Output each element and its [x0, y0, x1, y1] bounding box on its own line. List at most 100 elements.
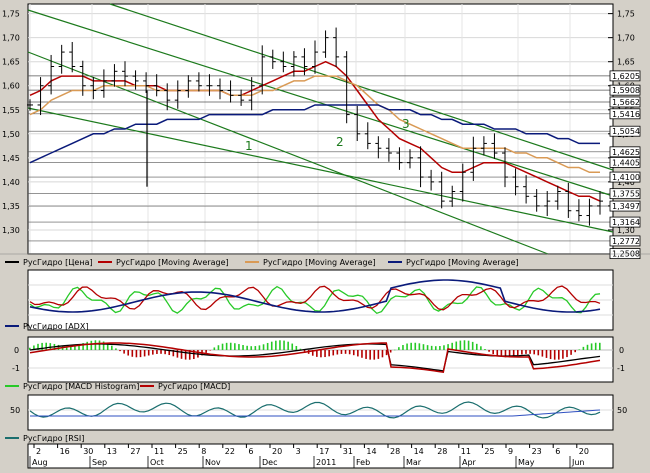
wave-label-1: 1 [245, 139, 253, 153]
macd-histogram-bar [156, 350, 158, 354]
level-tag-box [609, 96, 641, 108]
price-y-tick-label-left: 1,45 [2, 154, 20, 163]
legend-label: РусГидро [MACD Histogram] [23, 382, 139, 391]
price-y-tick-label: 1,30 [617, 226, 635, 235]
price-y-tick-label-left: 1,60 [2, 82, 20, 91]
trend-channel-line [27, 9, 614, 197]
macd-histogram-bar [365, 350, 367, 359]
macd-histogram-bar [78, 344, 80, 350]
adx-panel: РусГидро [ADX] [5, 269, 614, 331]
x-month-label: Mar [406, 458, 422, 467]
level-tag-box [609, 125, 641, 137]
x-day-label: 13 [107, 447, 117, 456]
macd-histogram-bar [283, 340, 285, 350]
price-y-tick-label: 1,70 [617, 34, 635, 43]
price-y-tick-label-left: 1,30 [2, 226, 20, 235]
macd-histogram-bar [193, 350, 195, 360]
macd-histogram-bar [439, 346, 441, 350]
macd-histogram-bar [295, 345, 298, 350]
macd-histogram-bar [266, 342, 269, 350]
macd-histogram-bar [217, 345, 220, 350]
x-day-label: 8 [201, 447, 206, 456]
x-day-label: 6 [555, 447, 560, 456]
level-tag-box [609, 171, 641, 183]
level-tag-label: 1,5416 [612, 110, 640, 119]
macd-histogram-bar [582, 346, 585, 350]
macd-histogram-bar [242, 345, 244, 350]
macd-histogram-bar [430, 345, 433, 350]
macd-histogram-bar [422, 344, 425, 350]
level-tag-box [609, 216, 641, 228]
macd-histogram-bar [541, 350, 544, 357]
macd-histogram-bar [234, 343, 236, 350]
macd-histogram-bar [512, 350, 515, 357]
wave-label-3: 3 [402, 117, 410, 131]
macd-histogram-bar [414, 342, 417, 350]
macd-histogram-bar [553, 350, 556, 360]
macd-histogram-bar [508, 350, 511, 357]
macd-histogram-bar [139, 350, 142, 358]
x-month-label: Apr [462, 458, 477, 467]
x-day-label: 25 [484, 447, 494, 456]
macd-histogram-bar [332, 350, 335, 356]
macd-histogram-bar [172, 350, 175, 357]
x-day-label: 30 [83, 447, 93, 456]
x-day-label: 20 [272, 447, 282, 456]
macd-histogram-bar [127, 350, 130, 356]
macd-histogram-bar [475, 343, 478, 350]
macd-histogram-bar [106, 343, 109, 350]
macd-histogram-bar [229, 342, 232, 350]
macd-histogram-bar [521, 350, 523, 355]
macd-histogram-bar [504, 350, 507, 358]
macd-histogram-bar [533, 350, 535, 355]
macd-histogram-bar [447, 344, 449, 350]
macd-histogram-bar [488, 350, 490, 352]
moving-average-line-navy [29, 104, 600, 164]
macd-histogram-bar [164, 350, 166, 355]
macd-histogram-bar [98, 340, 101, 350]
macd-histogram-bar [86, 341, 89, 350]
macd-panel: 0 -1 0 -1 РусГидро [MACD Histogram] РусГидро… [5, 336, 625, 391]
price-y-tick-label-left: 1,55 [2, 106, 20, 115]
macd-histogram-bar [557, 350, 560, 360]
macd-histogram-bar [119, 350, 121, 352]
macd-histogram-bar [455, 341, 458, 350]
macd-histogram-bar [135, 350, 138, 358]
level-tag-label: 1,5662 [612, 98, 640, 107]
macd-histogram-bar [381, 350, 384, 358]
macd-histogram-bar [41, 342, 43, 350]
macd-y-tick-label: -1 [12, 364, 20, 373]
macd-histogram-bar [324, 350, 326, 358]
macd-histogram-bar [434, 346, 437, 350]
macd-histogram-bar [328, 350, 330, 357]
price-y-tick-label-left: 1,65 [2, 58, 20, 67]
legend-label: РусГидро [Moving Average] [263, 258, 376, 267]
macd-histogram-bar [303, 350, 306, 352]
level-tag-label: 1,3164 [612, 218, 640, 227]
level-tag-label: 1,5908 [612, 86, 640, 95]
x-day-label: 20 [579, 447, 589, 456]
macd-histogram-bar [348, 350, 351, 355]
macd-histogram-bar [152, 350, 154, 355]
x-day-label: 22 [225, 447, 235, 456]
level-tag-box [609, 200, 641, 212]
legend-label: РусГидро [ADX] [23, 322, 88, 331]
time-axis: 2 16 30 13 27 11 25 8 22 6 20 3 17 31 14 28 14 28 11 25 9 23 6… [27, 443, 614, 469]
macd-histogram-bar [500, 350, 503, 357]
legend-label: РусГидро [Цена] [23, 258, 93, 267]
macd-y-tick-label-right: -1 [617, 364, 625, 373]
macd-histogram-bar [398, 347, 400, 350]
macd-y-tick-label-right: 0 [619, 346, 624, 355]
macd-histogram-bar [311, 350, 314, 356]
macd-histogram-bar [471, 341, 474, 350]
macd-histogram-bar [270, 341, 273, 350]
macd-histogram-bar [287, 341, 289, 350]
price-y-tick-label-left: 1,40 [2, 178, 20, 187]
macd-histogram-bar [549, 350, 552, 360]
adx-line [29, 279, 601, 313]
x-day-label: 28 [437, 447, 447, 456]
macd-histogram-bar [562, 350, 564, 359]
macd-histogram-bar [82, 343, 84, 350]
macd-histogram-bar [238, 344, 240, 350]
rsi-y-tick-label: 50 [10, 406, 20, 415]
